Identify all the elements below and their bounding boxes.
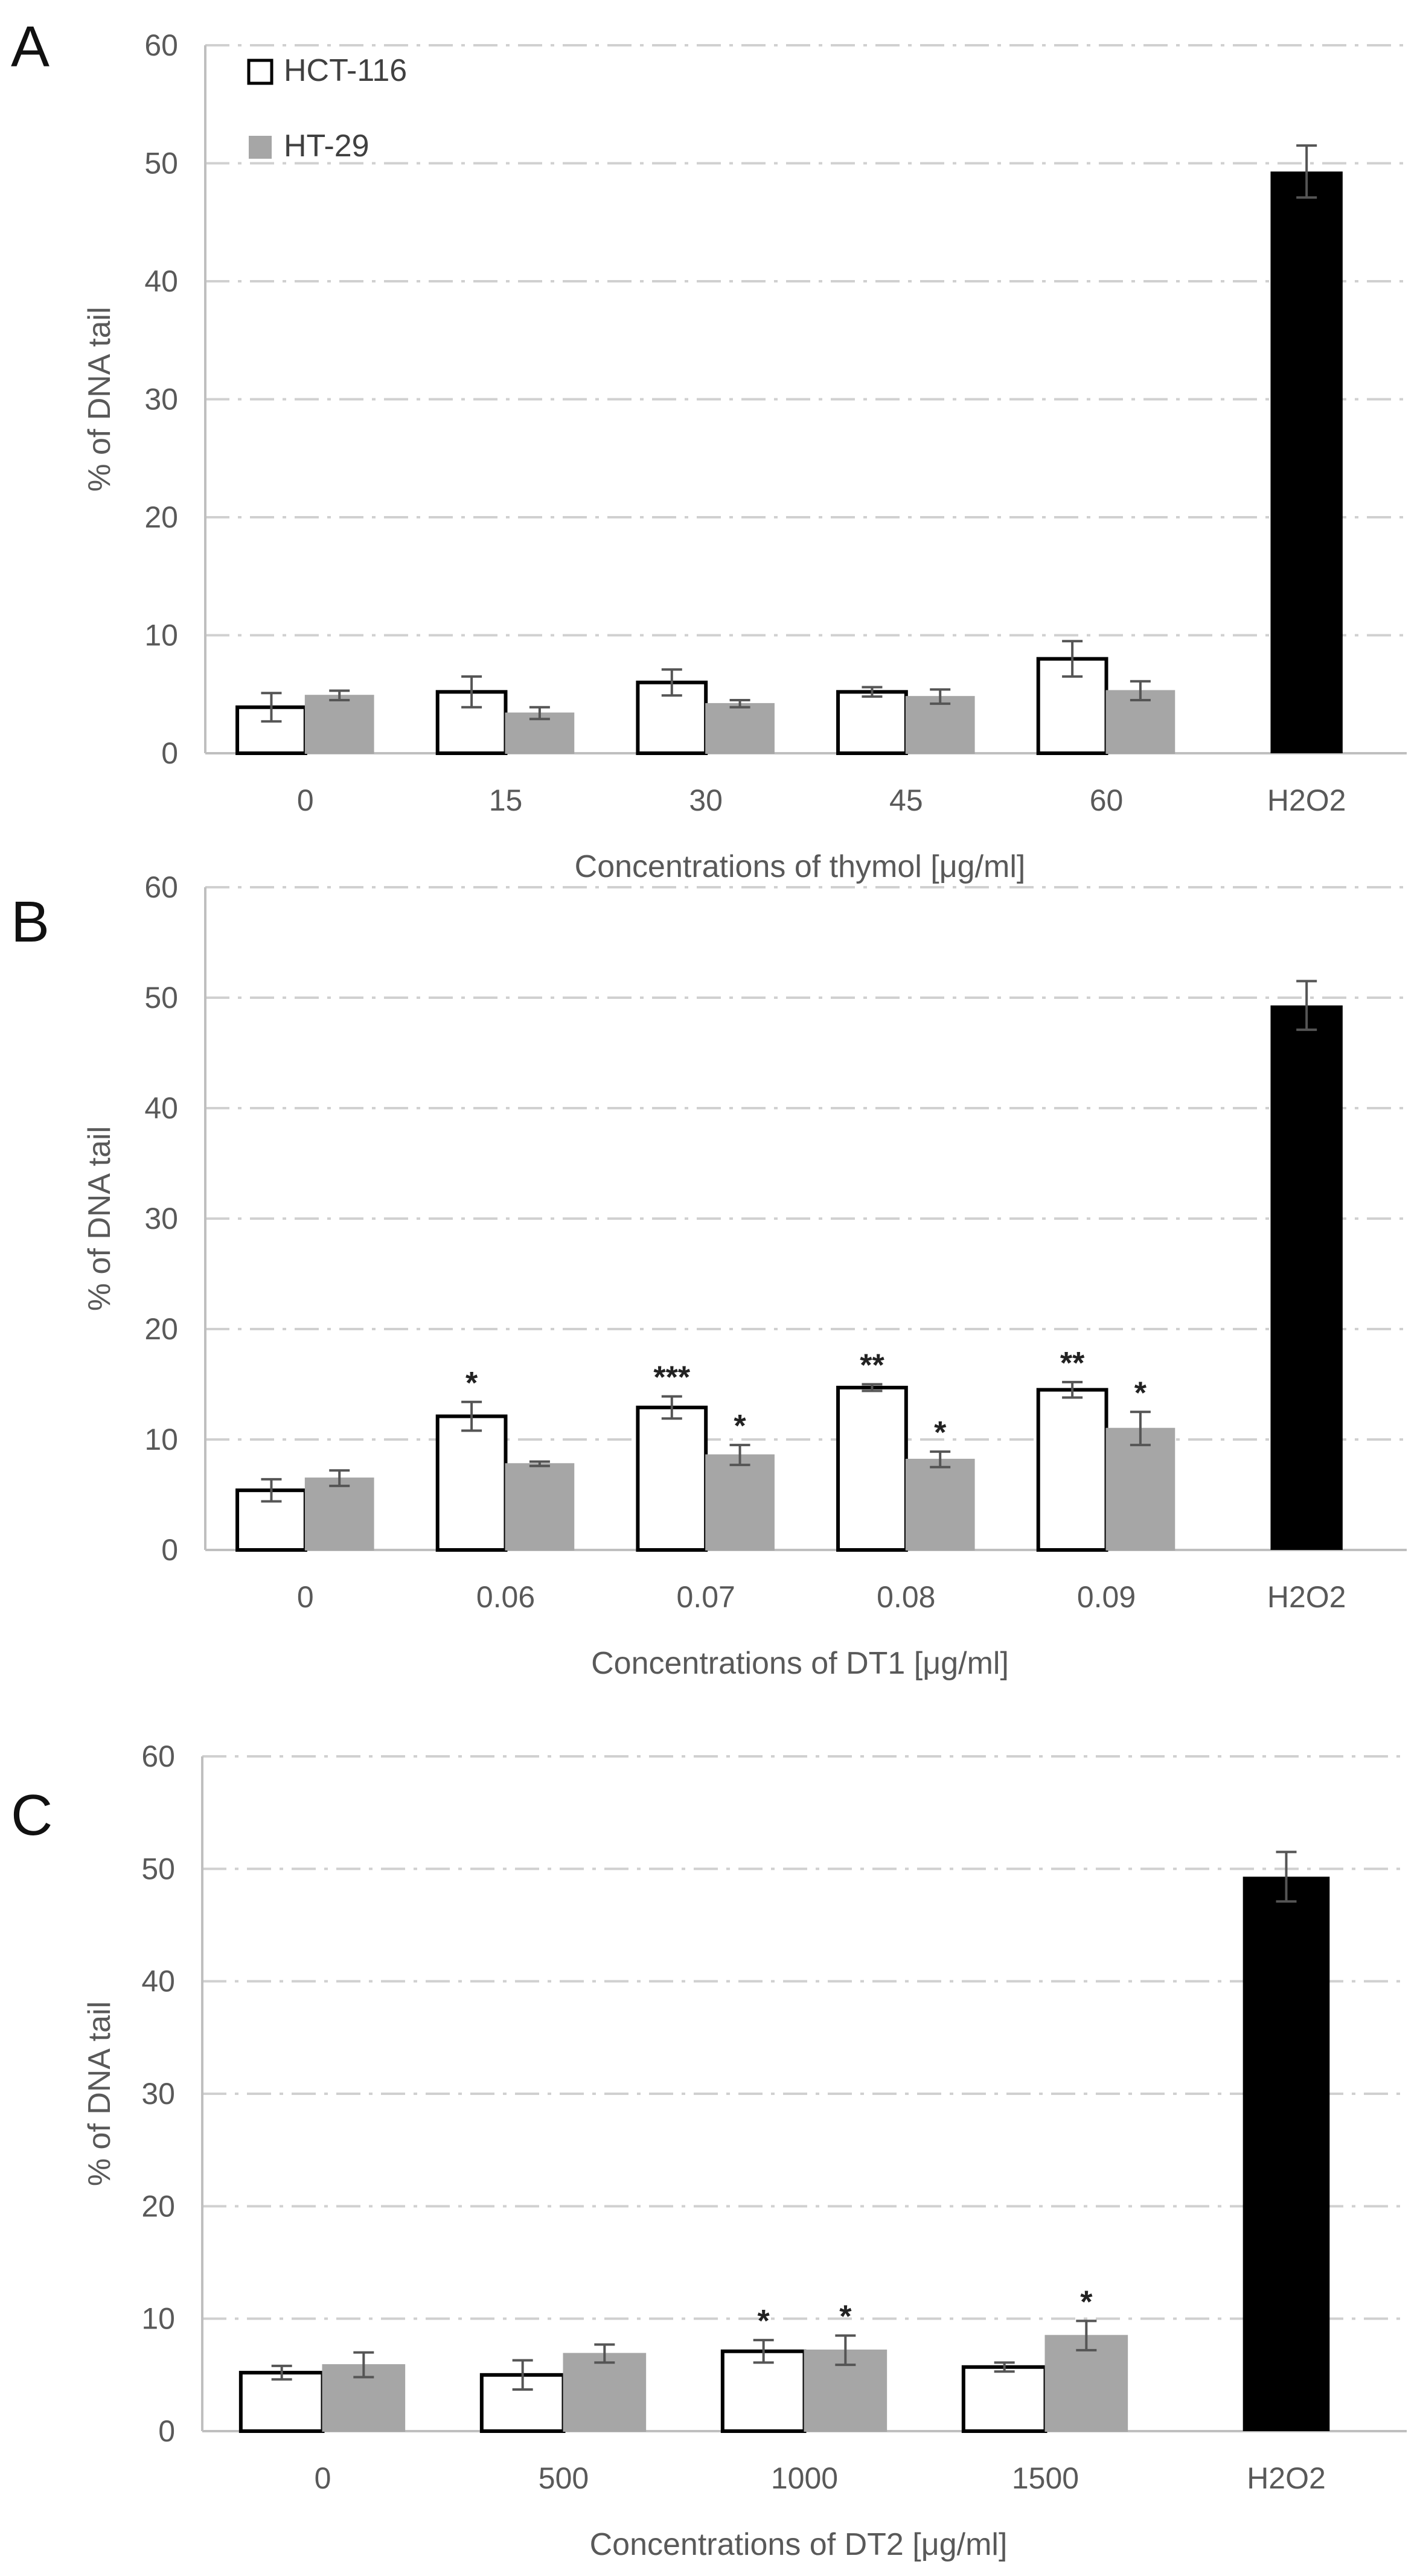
x-tick-label: 45 bbox=[889, 783, 923, 817]
bar-hct116 bbox=[1036, 1388, 1108, 1552]
bar-ht29 bbox=[905, 696, 975, 754]
x-tick-label: H2O2 bbox=[1267, 783, 1346, 817]
bar-ht29 bbox=[905, 1458, 975, 1551]
bar-hct116 bbox=[961, 2365, 1047, 2434]
x-axis-title: Concentrations of thymol [μg/ml] bbox=[575, 849, 1026, 884]
y-tick-label: 20 bbox=[144, 1312, 178, 1346]
x-tick-label: 0 bbox=[297, 783, 314, 817]
y-tick-label: 40 bbox=[144, 264, 178, 298]
x-tick-label: H2O2 bbox=[1267, 1580, 1346, 1614]
x-tick-label: 30 bbox=[689, 783, 723, 817]
y-tick-label: 0 bbox=[161, 1533, 178, 1567]
bar-ht29 bbox=[1105, 1427, 1175, 1551]
bar-hct116 bbox=[836, 690, 908, 755]
significance-marker: ** bbox=[1060, 1346, 1085, 1381]
x-tick-label: 1500 bbox=[1012, 2461, 1079, 2495]
y-tick-label: 20 bbox=[144, 500, 178, 534]
bar-hct116 bbox=[836, 1385, 908, 1552]
y-tick-label: 10 bbox=[144, 1423, 178, 1456]
y-tick-label: 50 bbox=[144, 981, 178, 1015]
x-tick-label: 500 bbox=[539, 2461, 589, 2495]
legend-label-hct116: HCT-116 bbox=[284, 53, 407, 88]
legend-label-ht29: HT-29 bbox=[284, 129, 369, 164]
y-axis-title: % of DNA tail bbox=[82, 2001, 117, 2186]
y-tick-label: 10 bbox=[144, 619, 178, 652]
bar-ht29 bbox=[1044, 2335, 1128, 2432]
bar-ht29 bbox=[705, 703, 775, 754]
significance-marker: * bbox=[734, 1409, 746, 1444]
bar-ht29 bbox=[304, 1478, 374, 1551]
y-tick-label: 50 bbox=[144, 147, 178, 180]
x-tick-label: 1000 bbox=[771, 2461, 838, 2495]
bar-hct116 bbox=[636, 1405, 708, 1552]
x-tick-label: 0.08 bbox=[877, 1580, 935, 1614]
bar-hct116 bbox=[435, 1414, 508, 1552]
x-tick-label: H2O2 bbox=[1247, 2461, 1326, 2495]
y-tick-label: 0 bbox=[161, 736, 178, 770]
legend-swatch-hct116 bbox=[247, 59, 273, 85]
significance-marker: *** bbox=[653, 1360, 690, 1395]
panel-letter: C bbox=[11, 1783, 53, 1848]
significance-marker: * bbox=[934, 1415, 947, 1450]
significance-marker: * bbox=[1134, 1376, 1147, 1411]
x-tick-label: 0.07 bbox=[677, 1580, 735, 1614]
significance-marker: * bbox=[465, 1366, 478, 1401]
y-tick-label: 60 bbox=[144, 870, 178, 904]
bar-control bbox=[1270, 171, 1343, 753]
panel-c: C 0 10 20 30 40 50 60 % of DNA tail 0 500 * * 1000 * 15… bbox=[11, 1739, 1407, 2562]
y-tick-label: 0 bbox=[158, 2414, 175, 2448]
x-tick-label: 15 bbox=[489, 783, 523, 817]
panel-letter: A bbox=[11, 14, 50, 79]
bar-control bbox=[1270, 1005, 1343, 1550]
y-tick-label: 40 bbox=[141, 1965, 175, 1998]
y-tick-label: 30 bbox=[144, 1202, 178, 1235]
significance-marker: * bbox=[839, 2300, 852, 2335]
significance-marker: * bbox=[758, 2304, 770, 2339]
y-tick-label: 60 bbox=[141, 1739, 175, 1773]
y-tick-label: 50 bbox=[141, 1852, 175, 1886]
legend-swatch-ht29 bbox=[249, 136, 272, 159]
bar-ht29 bbox=[505, 1463, 575, 1551]
bar-hct116 bbox=[720, 2349, 807, 2434]
x-tick-label: 60 bbox=[1090, 783, 1124, 817]
bar-ht29 bbox=[563, 2353, 647, 2432]
y-axis-title: % of DNA tail bbox=[82, 1126, 117, 1311]
bar-ht29 bbox=[705, 1454, 775, 1551]
panel-letter: B bbox=[11, 890, 50, 954]
y-tick-label: 30 bbox=[141, 2077, 175, 2111]
y-tick-label: 40 bbox=[144, 1091, 178, 1125]
x-axis-title: Concentrations of DT1 [μg/ml] bbox=[591, 1646, 1009, 1681]
x-tick-label: 0.09 bbox=[1077, 1580, 1136, 1614]
y-tick-label: 10 bbox=[141, 2302, 175, 2336]
bar-control bbox=[1242, 1876, 1330, 2431]
bar-ht29 bbox=[1105, 690, 1175, 754]
panel-a: A 0 10 20 30 40 50 60 % of DNA tail 0 15 30 45 60 H2O2… bbox=[11, 14, 1407, 884]
bar-hct116 bbox=[238, 2371, 325, 2434]
significance-marker: * bbox=[1080, 2284, 1093, 2319]
x-axis-title: Concentrations of DT2 [μg/ml] bbox=[590, 2527, 1008, 2562]
y-tick-label: 20 bbox=[141, 2189, 175, 2223]
bar-ht29 bbox=[304, 695, 374, 754]
x-tick-label: 0.06 bbox=[476, 1580, 535, 1614]
y-tick-label: 60 bbox=[144, 28, 178, 62]
x-tick-label: 0 bbox=[297, 1580, 314, 1614]
significance-marker: ** bbox=[860, 1348, 884, 1383]
y-axis-title: % of DNA tail bbox=[82, 307, 117, 491]
x-tick-label: 0 bbox=[315, 2461, 331, 2495]
y-tick-label: 30 bbox=[144, 383, 178, 416]
